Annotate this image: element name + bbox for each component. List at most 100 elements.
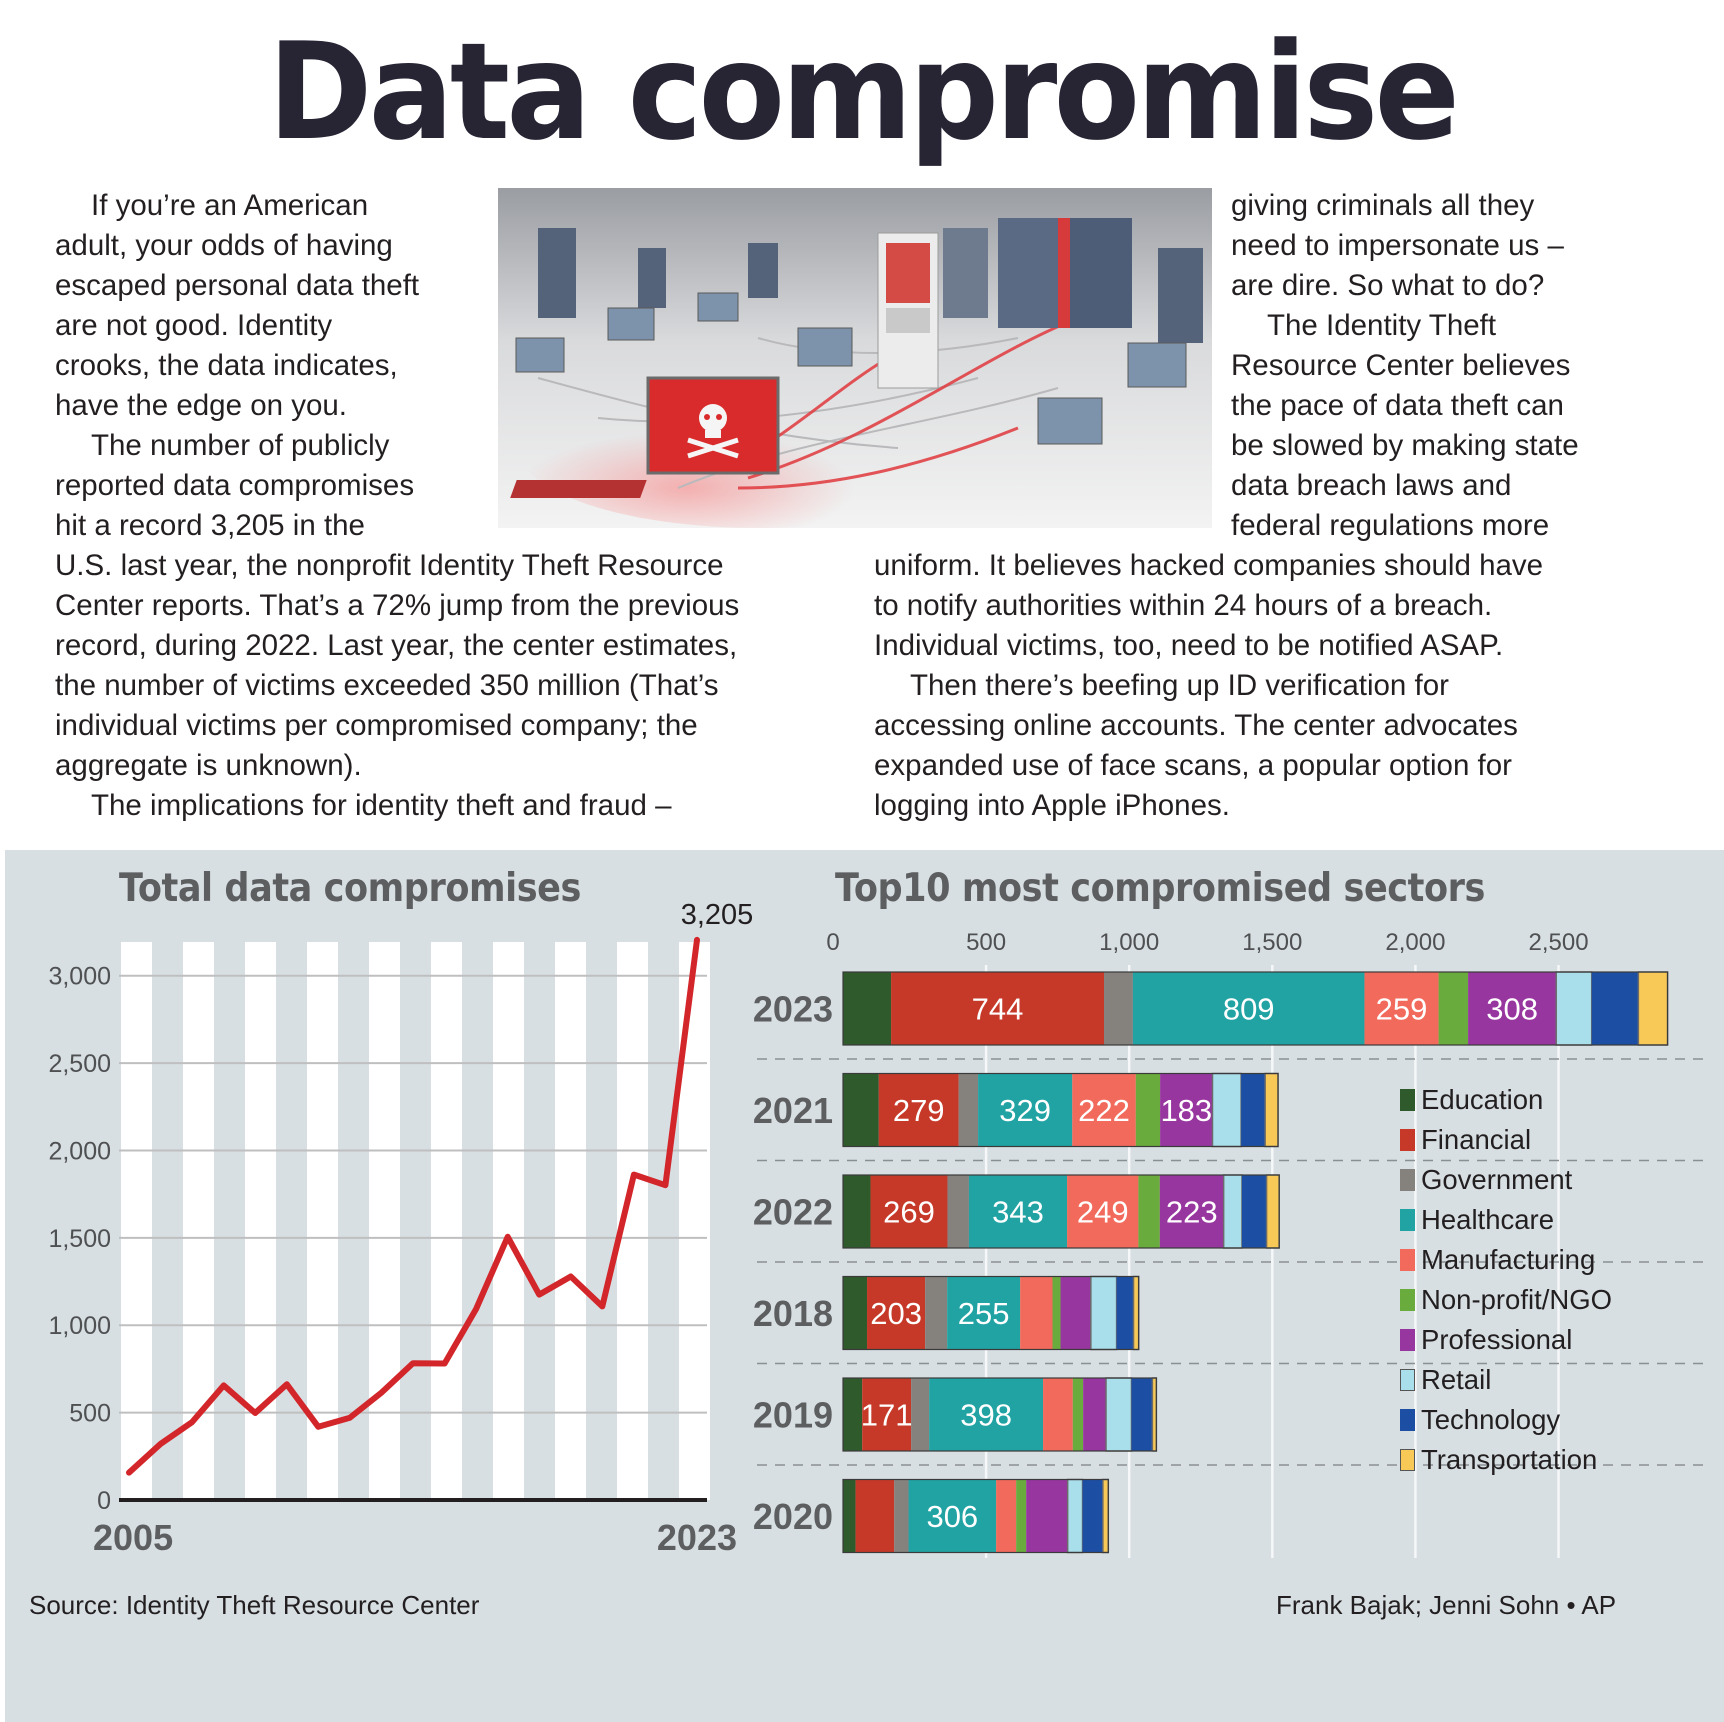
article-line: If you’re an American bbox=[55, 186, 419, 226]
bar-segment-retail bbox=[1224, 1175, 1242, 1248]
total-compromises-line bbox=[129, 940, 697, 1473]
legend-swatch bbox=[1400, 1329, 1415, 1351]
article-line: are dire. So what to do? bbox=[1231, 266, 1579, 306]
article-line: individual victims per compromised compa… bbox=[55, 706, 739, 746]
legend-item: Government bbox=[1400, 1160, 1612, 1200]
legend-swatch bbox=[1400, 1249, 1415, 1271]
x-label-start: 2005 bbox=[93, 1517, 173, 1558]
bar-value-label: 279 bbox=[893, 1093, 945, 1128]
year-label: 2021 bbox=[753, 1090, 833, 1131]
bar-value-label: 306 bbox=[926, 1499, 978, 1534]
legend-swatch bbox=[1400, 1209, 1415, 1231]
year-label: 2019 bbox=[753, 1395, 833, 1436]
article-line: escaped personal data theft bbox=[55, 266, 419, 306]
article-line: the number of victims exceeded 350 milli… bbox=[55, 666, 739, 706]
x-tick-label: 0 bbox=[826, 929, 839, 956]
article-line: the pace of data theft can bbox=[1231, 386, 1579, 426]
year-label: 2020 bbox=[753, 1496, 833, 1537]
article-line: adult, your odds of having bbox=[55, 226, 419, 266]
legend-label: Government bbox=[1421, 1164, 1572, 1196]
headline: Data compromise height bbox=[52, 12, 1673, 172]
server-cluster-icon bbox=[943, 218, 1132, 328]
bar-segment-transportation bbox=[1134, 1277, 1139, 1350]
bar-value-label: 259 bbox=[1376, 992, 1428, 1027]
year-label: 2018 bbox=[753, 1293, 833, 1334]
article-line: be slowed by making state bbox=[1231, 426, 1579, 466]
bar-value-label: 329 bbox=[999, 1093, 1051, 1128]
legend-swatch bbox=[1400, 1129, 1415, 1151]
article-line: are not good. Identity bbox=[55, 306, 419, 346]
bar-value-label: 222 bbox=[1078, 1093, 1130, 1128]
bar-segment-government bbox=[925, 1277, 947, 1350]
bar-segment-manufacturing bbox=[1043, 1378, 1073, 1451]
bar-segment-non-profit-ngo bbox=[1439, 972, 1468, 1045]
bar-value-label: 203 bbox=[870, 1296, 922, 1331]
bar-segment-financial bbox=[856, 1480, 895, 1553]
y-tick-label: 2,500 bbox=[48, 1050, 111, 1078]
bar-segment-technology bbox=[1117, 1277, 1134, 1350]
bar-segment-retail bbox=[1091, 1277, 1117, 1350]
legend-swatch bbox=[1400, 1289, 1415, 1311]
bar-row-2019: 2019 171 398 bbox=[753, 1378, 1156, 1451]
article-line: accessing online accounts. The center ad… bbox=[874, 706, 1543, 746]
bar-segment-non-profit-ngo bbox=[1073, 1378, 1083, 1451]
article-line: have the edge on you. bbox=[55, 386, 419, 426]
x-tick-label: 1,500 bbox=[1242, 929, 1302, 956]
bar-value-label: 343 bbox=[992, 1195, 1044, 1230]
bar-segment-non-profit-ngo bbox=[1016, 1480, 1026, 1553]
legend-item: Financial bbox=[1400, 1120, 1612, 1160]
legend-swatch bbox=[1400, 1369, 1415, 1391]
y-tick-label: 0 bbox=[97, 1487, 111, 1515]
bar-value-label: 269 bbox=[883, 1195, 935, 1230]
y-tick-label: 1,000 bbox=[48, 1312, 111, 1340]
article-line: Resource Center believes bbox=[1231, 346, 1579, 386]
legend-label: Healthcare bbox=[1421, 1204, 1554, 1236]
grid-band bbox=[431, 942, 462, 1500]
legend-label: Financial bbox=[1421, 1124, 1531, 1156]
article-line: logging into Apple iPhones. bbox=[874, 786, 1543, 826]
bar-segment-government bbox=[894, 1480, 908, 1553]
bar-segment-government bbox=[1104, 972, 1133, 1045]
x-tick-label: 2,500 bbox=[1528, 929, 1588, 956]
bar-segment-manufacturing bbox=[996, 1480, 1016, 1553]
legend-label: Technology bbox=[1421, 1404, 1560, 1436]
grid-band bbox=[493, 942, 524, 1500]
article-line: need to impersonate us – bbox=[1231, 226, 1579, 266]
article-line: The implications for identity theft and … bbox=[55, 786, 739, 826]
x-tick-label: 500 bbox=[966, 929, 1006, 956]
article-line: federal regulations more bbox=[1231, 506, 1579, 546]
bar-segment-non-profit-ngo bbox=[1136, 1074, 1160, 1147]
article-right-bottom: uniform. It believes hacked companies sh… bbox=[874, 546, 1543, 826]
article-line: U.S. last year, the nonprofit Identity T… bbox=[55, 546, 739, 586]
article-line: Then there’s beefing up ID verification … bbox=[874, 666, 1543, 706]
article-line: to notify authorities within 24 hours of… bbox=[874, 586, 1543, 626]
article-right-top: giving criminals all they need to imperso… bbox=[1231, 186, 1579, 546]
bar-segment-technology bbox=[1131, 1378, 1152, 1451]
bar-segment-government bbox=[959, 1074, 978, 1147]
bar-segment-transportation bbox=[1267, 1175, 1280, 1248]
bar-segment-transportation bbox=[1152, 1378, 1156, 1451]
x-label-end: 2023 bbox=[657, 1517, 737, 1558]
bar-segment-retail bbox=[1212, 1074, 1241, 1147]
bar-value-label: 744 bbox=[972, 992, 1024, 1027]
y-tick-label: 3,000 bbox=[48, 963, 111, 991]
grid-band bbox=[121, 942, 152, 1500]
bar-value-label: 183 bbox=[1160, 1093, 1212, 1128]
y-tick-label: 2,000 bbox=[48, 1137, 111, 1165]
article-line: Center reports. That’s a 72% jump from t… bbox=[55, 586, 739, 626]
bar-value-label: 398 bbox=[960, 1398, 1012, 1433]
legend-swatch bbox=[1400, 1449, 1415, 1471]
article-left-top: If you’re an American adult, your odds of… bbox=[55, 186, 419, 546]
article-line: The Identity Theft bbox=[1231, 306, 1579, 346]
year-label: 2022 bbox=[753, 1192, 833, 1233]
end-value-label: 3,205 bbox=[681, 899, 754, 931]
bar-segment-transportation bbox=[1638, 972, 1667, 1045]
bar-value-label: 255 bbox=[958, 1296, 1010, 1331]
server-network-illustration bbox=[498, 188, 1212, 528]
y-tick-label: 1,500 bbox=[48, 1225, 111, 1253]
legend-label: Transportation bbox=[1421, 1444, 1597, 1476]
legend-item: Healthcare bbox=[1400, 1200, 1612, 1240]
bar-row-2023: 2023 744 809 259 308 bbox=[753, 972, 1668, 1045]
article-line: record, during 2022. Last year, the cent… bbox=[55, 626, 739, 666]
sector-legend: Education Financial Government Healthcare Ma… bbox=[1400, 1080, 1612, 1480]
